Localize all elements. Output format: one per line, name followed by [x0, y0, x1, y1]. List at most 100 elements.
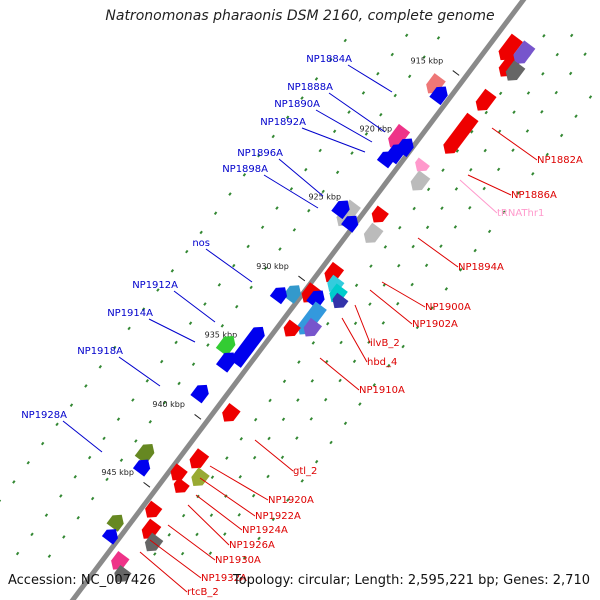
tick-label: 935 kbp: [205, 331, 238, 340]
track-dot: [210, 475, 215, 480]
track-dot: [410, 282, 414, 287]
track-dot: [177, 381, 181, 386]
reverse-gene-feature: [145, 500, 163, 518]
track-dot: [390, 52, 394, 57]
forward-gene-label: NP1888A: [287, 82, 333, 93]
track-dot: [310, 379, 314, 383]
track-dot: [440, 206, 444, 210]
label-connector: [459, 179, 498, 214]
track-dot: [220, 324, 225, 328]
forward-gene-feature: [341, 215, 359, 233]
track-dot: [326, 321, 330, 326]
reverse-gene-feature: [426, 73, 446, 94]
track-dot: [174, 340, 178, 345]
track-dot: [441, 168, 445, 172]
track-dot: [30, 532, 34, 537]
reverse-gene-label: hbd_4: [367, 357, 397, 368]
track-dot: [188, 321, 193, 326]
track-dot: [314, 459, 319, 464]
track-dot: [251, 493, 256, 498]
track-dot: [430, 306, 434, 310]
track-dot: [369, 264, 373, 268]
reverse-gene-feature: [111, 550, 130, 570]
label-connector: [199, 477, 256, 517]
reverse-gene-feature: [336, 199, 361, 227]
track-dot: [12, 480, 16, 484]
track-dot: [393, 93, 397, 98]
track-dot: [459, 267, 463, 272]
track-dot: [275, 206, 279, 210]
forward-gene-feature: [215, 336, 236, 357]
reverse-gene-label: NP1920A: [268, 495, 314, 506]
label-connector: [417, 237, 459, 268]
track-dot: [397, 263, 401, 268]
label-connectors: [62, 64, 538, 593]
reverse-gene-label: NP1932A: [201, 573, 247, 584]
reverse-gene-labels: NP1882A NP1886A tRNAThr1 NP1894A NP1900A NP19…: [187, 155, 583, 598]
label-connector: [62, 420, 103, 453]
track-dot: [180, 551, 185, 556]
tick-label: 945 kbp: [101, 468, 134, 477]
track-dot: [213, 211, 218, 216]
reverse-gene-feature: [388, 123, 411, 148]
reverse-gene-feature: [173, 477, 190, 493]
track-dot: [318, 148, 322, 153]
track-dot: [396, 301, 400, 306]
track-dot: [246, 244, 250, 249]
track-dot: [407, 74, 412, 79]
track-dot: [338, 378, 342, 383]
track-dot: [252, 455, 257, 460]
reverse-gene-feature: [324, 261, 345, 283]
track-dot: [309, 417, 313, 421]
track-dot: [542, 34, 546, 38]
label-connector: [209, 465, 269, 501]
track-dot: [170, 269, 175, 273]
label-connector: [278, 158, 324, 197]
track-dot: [162, 400, 167, 405]
track-dot: [415, 325, 420, 330]
track-dot: [304, 167, 308, 172]
forward-gene-feature: [190, 384, 209, 404]
track-dot: [329, 440, 333, 445]
track-dot: [195, 532, 199, 537]
track-dot: [332, 129, 337, 134]
track-dot: [62, 535, 66, 539]
track-dot: [347, 110, 351, 114]
track-dot: [208, 551, 213, 556]
track-dot: [119, 458, 124, 462]
gene-features: [101, 33, 536, 582]
track-dot: [496, 167, 501, 172]
track-dot: [329, 57, 333, 62]
reverse-gene-feature: [283, 319, 301, 337]
track-dot: [253, 417, 258, 422]
forward-gene-feature: [229, 326, 265, 368]
track-dot: [568, 71, 573, 76]
track-dot: [314, 77, 319, 81]
track-dot: [469, 167, 473, 172]
track-dot: [292, 228, 297, 232]
track-dot: [206, 343, 210, 347]
reverse-gene-feature: [189, 448, 210, 469]
track-dot: [235, 304, 239, 309]
track-dot: [127, 326, 131, 331]
track-dot: [361, 91, 366, 95]
reverse-gene-label: NP1926A: [229, 540, 275, 551]
track-dot: [160, 359, 164, 364]
tick-mark: [143, 481, 151, 488]
track-dot: [47, 554, 52, 558]
track-dot: [113, 345, 117, 350]
forward-gene-label: NP1896A: [237, 148, 283, 159]
reverse-gene-feature: [410, 170, 431, 191]
forward-gene-label: NP1928A: [21, 410, 67, 421]
track-dot: [502, 210, 506, 214]
track-dot: [278, 247, 282, 251]
track-dot: [289, 187, 294, 191]
reverse-gene-feature: [332, 292, 349, 309]
track-dot: [102, 436, 106, 441]
label-connector: [263, 174, 319, 209]
label-connector: [167, 524, 216, 561]
track-dot: [401, 344, 405, 349]
track-dot: [238, 475, 242, 479]
track-dot: [439, 244, 443, 248]
